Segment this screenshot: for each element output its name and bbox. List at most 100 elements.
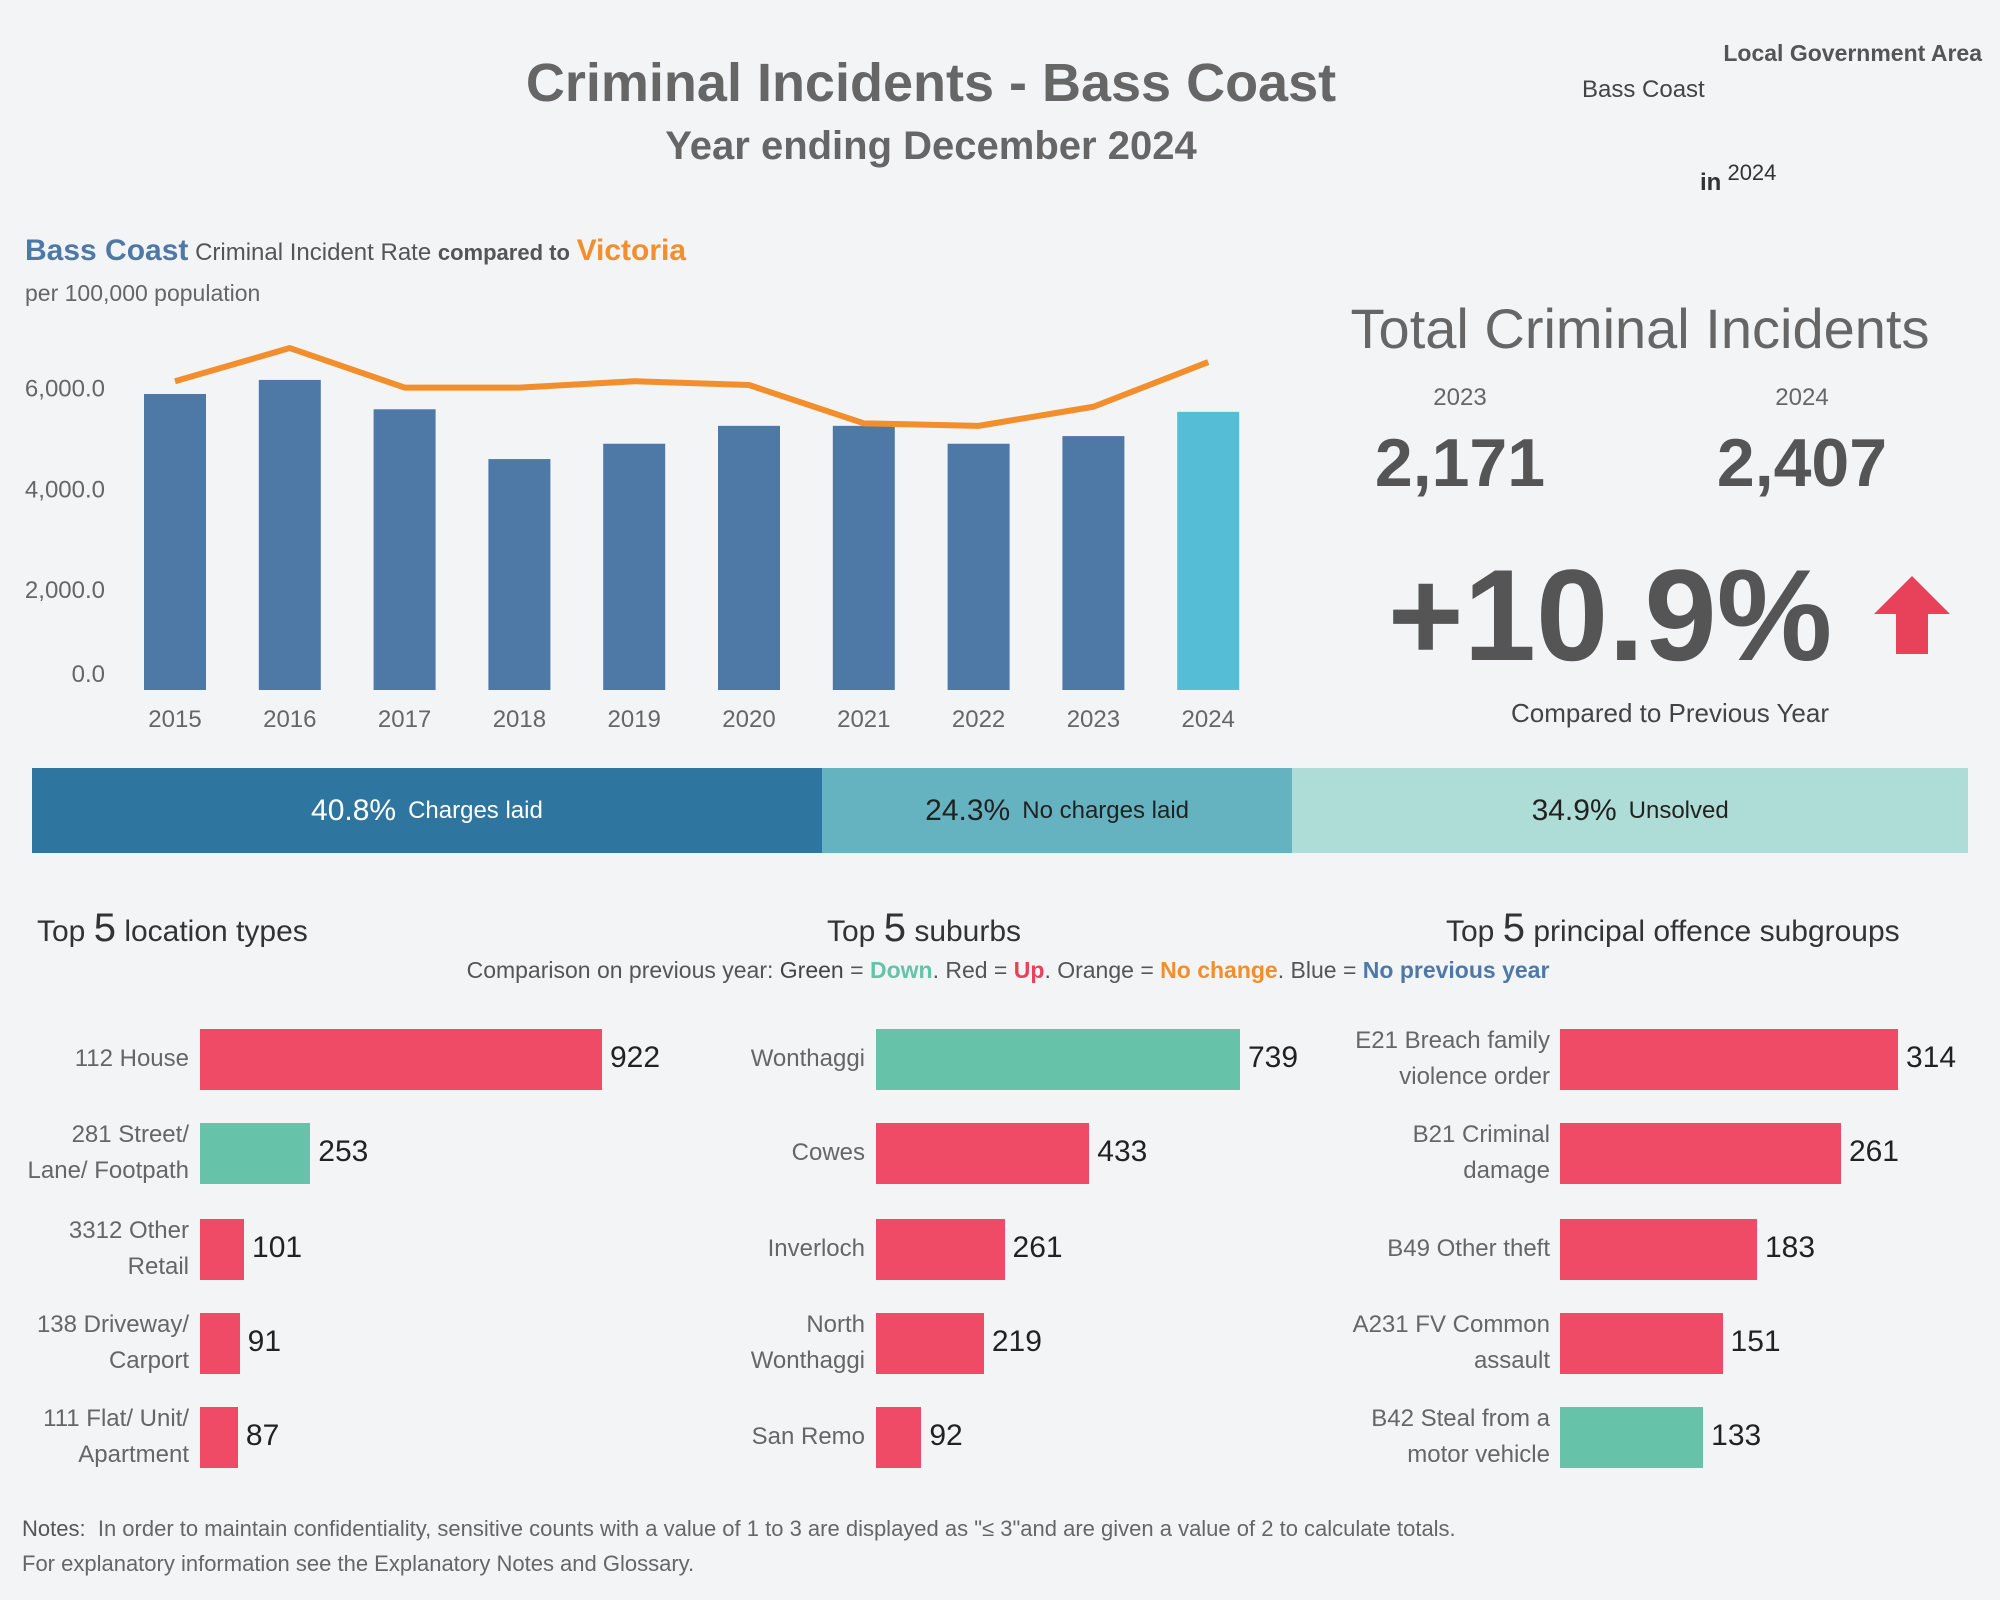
offence-label: A231 FV Common assault <box>1353 1307 1550 1379</box>
x-tick-label: 2022 <box>952 706 1005 733</box>
arrow-up-icon <box>1874 576 1950 654</box>
suburb-value: 433 <box>1097 1135 1148 1168</box>
offence-label: E21 Breach family violence order <box>1355 1023 1550 1095</box>
bar-2018[interactable] <box>488 459 551 690</box>
suburb-label: San Remo <box>752 1419 865 1455</box>
outcome-pct: 34.9% <box>1531 793 1617 827</box>
label-line: damage <box>1463 1157 1550 1184</box>
label-line: 3312 Other <box>68 1217 189 1244</box>
label-line: Retail <box>127 1253 189 1280</box>
title-prefix: Top <box>827 915 876 948</box>
legend-up: Up <box>1013 957 1045 983</box>
suburb-bar[interactable] <box>876 1219 1005 1280</box>
y-tick-label: 2,000.0 <box>25 577 105 604</box>
x-tick-label: 2023 <box>1067 706 1120 733</box>
suburb-bar[interactable] <box>876 1407 922 1468</box>
offence-bar[interactable] <box>1560 1123 1841 1184</box>
outcome-segment[interactable]: 24.3% No charges laid <box>821 768 1293 853</box>
label-line: 111 Flat/ Unit/ <box>43 1405 189 1432</box>
bar-2017[interactable] <box>373 409 436 690</box>
bar-2016[interactable] <box>258 379 321 690</box>
label-line: Apartment <box>78 1441 189 1468</box>
offence-bar[interactable] <box>1560 1313 1723 1374</box>
suburb-label: Wonthaggi <box>751 1041 865 1077</box>
suburb-bar[interactable] <box>876 1123 1090 1184</box>
bar-2020[interactable] <box>718 425 780 690</box>
bar-2024[interactable] <box>1177 411 1240 690</box>
prev-year-label: 2023 <box>1433 384 1487 411</box>
chart-title-compared: compared to <box>437 240 570 265</box>
offence-bar[interactable] <box>1560 1407 1704 1468</box>
title-suffix: principal offence subgroups <box>1533 915 1900 948</box>
label-line: Inverloch <box>767 1235 865 1262</box>
section-title-locations: Top 5 location types <box>37 906 308 951</box>
suburb-value: 219 <box>991 1325 1042 1358</box>
suburb-label: Inverloch <box>768 1231 865 1267</box>
label-line: Wonthaggi <box>750 1045 865 1072</box>
legend-nochange: No change <box>1160 957 1278 983</box>
title-number: 5 <box>93 906 116 950</box>
label-line: B21 Criminal <box>1412 1121 1550 1148</box>
offence-value: 133 <box>1711 1419 1762 1452</box>
location-bar[interactable] <box>200 1123 311 1184</box>
label-line: B42 Steal from a <box>1371 1405 1550 1432</box>
location-value: 922 <box>610 1041 661 1074</box>
outcome-label: Unsolved <box>1628 796 1729 824</box>
suburb-value: 739 <box>1248 1041 1299 1074</box>
location-value: 101 <box>252 1231 303 1264</box>
bar-2022[interactable] <box>947 443 1010 690</box>
bar-2021[interactable] <box>832 425 895 690</box>
title-suffix: location types <box>124 915 308 948</box>
suburb-bar[interactable] <box>876 1313 984 1374</box>
curr-year-label: 2024 <box>1775 384 1829 411</box>
offence-label: B42 Steal from a motor vehicle <box>1371 1401 1550 1473</box>
chart-title-comparison: Victoria <box>576 234 687 267</box>
location-bar[interactable] <box>200 1219 245 1280</box>
title-prefix: Top <box>37 915 86 948</box>
outcome-pct: 24.3% <box>925 793 1011 827</box>
outcome-segment[interactable]: 34.9% Unsolved <box>1292 768 1968 853</box>
label-line: 138 Driveway/ <box>36 1311 189 1338</box>
label-line: B49 Other theft <box>1387 1235 1550 1262</box>
label-line: Cowes <box>791 1139 865 1166</box>
label-line: San Remo <box>751 1423 865 1450</box>
legend-orange: Orange <box>1057 957 1134 983</box>
offence-label: B21 Criminal damage <box>1413 1117 1550 1189</box>
title-number: 5 <box>883 906 906 950</box>
year-filter[interactable]: in 2024 <box>1700 160 1776 197</box>
location-value: 253 <box>318 1135 369 1168</box>
in-label: in <box>1700 169 1722 196</box>
bar-2019[interactable] <box>603 443 666 690</box>
year-filter-value[interactable]: 2024 <box>1727 160 1777 185</box>
bar-2015[interactable] <box>144 394 206 690</box>
x-tick-label: 2018 <box>493 706 546 733</box>
location-bar[interactable] <box>200 1029 602 1090</box>
label-line: E21 Breach family <box>1355 1027 1550 1054</box>
offence-bar[interactable] <box>1560 1029 1898 1090</box>
total-incidents-title: Total Criminal Incidents <box>1350 297 1930 360</box>
suburb-bar[interactable] <box>876 1029 1240 1090</box>
location-bar[interactable] <box>200 1313 240 1374</box>
label-line: Carport <box>108 1347 189 1374</box>
location-label: 281 Street/Lane/ Footpath <box>28 1117 189 1189</box>
chart-title-area: Bass Coast <box>25 234 189 267</box>
legend-blue: Blue <box>1290 957 1337 983</box>
chart-subtitle: per 100,000 population <box>25 280 261 306</box>
x-tick-label: 2020 <box>722 706 775 733</box>
victoria-line[interactable] <box>174 345 1210 429</box>
prev-year-total: 2,171 <box>1374 425 1546 501</box>
lga-filter-value[interactable]: Bass Coast <box>1582 76 1705 103</box>
label-line: North <box>806 1311 865 1338</box>
chart-title: Bass Coast Criminal Incident Rate compar… <box>25 234 686 268</box>
x-tick-label: 2016 <box>263 706 316 733</box>
bar-2023[interactable] <box>1062 436 1125 690</box>
location-label: 111 Flat/ Unit/Apartment <box>43 1401 189 1473</box>
offence-bar[interactable] <box>1560 1219 1757 1280</box>
suburb-label: North Wonthaggi <box>751 1307 865 1379</box>
notes-line-1: Notes: In order to maintain confidential… <box>22 1516 1456 1542</box>
title-number: 5 <box>1502 906 1525 950</box>
suburb-value: 92 <box>929 1419 963 1452</box>
location-bar[interactable] <box>200 1407 238 1468</box>
percent-change: +10.9% <box>1387 542 1833 688</box>
outcome-segment[interactable]: 40.8% Charges laid <box>32 768 822 853</box>
